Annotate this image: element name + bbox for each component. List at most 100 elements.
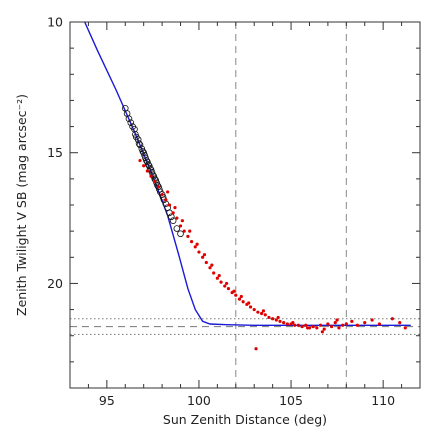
open-circle-point [135, 140, 143, 147]
open-circle-point [125, 115, 133, 123]
filled-dot-point [156, 185, 161, 189]
filled-dot-point [232, 289, 236, 293]
filled-dot-point [197, 250, 201, 254]
axis-ticks: 95 100 105 110 10 15 20 [47, 15, 421, 408]
filled-dot-point [142, 164, 146, 168]
y-tick-label: 20 [47, 276, 63, 291]
filled-dot-point [329, 324, 334, 329]
filled-dot-point [217, 273, 221, 278]
x-tick-label: 95 [99, 393, 115, 408]
open-circle-point [168, 213, 175, 221]
filled-dot-point [370, 318, 374, 322]
open-circle-point [173, 225, 181, 232]
open-circle-point [136, 141, 144, 149]
filled-dot-point [278, 319, 282, 323]
filled-dot-point [164, 198, 168, 202]
filled-dot-point [398, 321, 402, 325]
filled-dot-point [237, 297, 242, 301]
filled-dot-point [248, 305, 253, 309]
filled-dot-point [182, 229, 186, 233]
filled-dot-point [212, 271, 216, 275]
filled-dot-point [318, 323, 323, 327]
filled-dot-point [195, 242, 199, 246]
filled-dot-point [193, 245, 197, 249]
filled-dot-point [355, 323, 359, 327]
filled-dot-point [239, 294, 243, 299]
filled-dot-point [390, 317, 394, 321]
filled-dot-point [234, 293, 238, 297]
filled-dot-point [271, 317, 275, 321]
model-curve-line [84, 22, 411, 326]
plot-contents [70, 22, 420, 388]
open-circle-point [131, 125, 138, 133]
filled-dot-point [276, 315, 280, 320]
open-circle-point [139, 148, 147, 155]
plot-area [70, 22, 420, 388]
y-axis-label: Zenith Twilight V SB (mag arcsec⁻²) [14, 94, 29, 316]
filled-dot-point [254, 347, 258, 351]
filled-dot-point [291, 321, 295, 325]
filled-dot-point [138, 158, 142, 163]
filled-dot-point [175, 216, 179, 220]
filled-dot-point [311, 324, 315, 329]
open-circle-point [146, 165, 154, 172]
filled-dot-point [171, 211, 175, 215]
filled-dot-point [178, 224, 183, 228]
open-circle-point [154, 182, 161, 189]
filled-dot-point [322, 327, 326, 331]
filled-dot-point [350, 319, 354, 323]
x-tick-label: 110 [371, 393, 395, 408]
filled-dot-point [320, 330, 324, 334]
filled-dot-point [315, 326, 319, 330]
filled-dot-point [296, 323, 301, 327]
filled-dot-point [153, 179, 157, 184]
filled-dot-point [333, 321, 337, 325]
filled-dot-point [300, 324, 304, 329]
filled-dot-point [166, 190, 170, 194]
open-circle-point [149, 171, 157, 179]
filled-dot-point [210, 263, 214, 267]
open-circle-point [143, 157, 150, 164]
filled-dot-point [180, 219, 184, 223]
filled-dot-point [256, 310, 260, 314]
filled-dot-point [261, 309, 266, 313]
filled-dot-point [241, 300, 245, 304]
filled-dot-point [247, 301, 251, 305]
filled-dot-point [226, 287, 231, 291]
filled-dot-point [326, 322, 330, 326]
filled-dot-point [274, 318, 278, 322]
filled-dot-point [306, 326, 310, 330]
filled-dot-point [223, 284, 227, 288]
filled-dot-point [224, 281, 229, 286]
filled-dot-point [167, 203, 172, 207]
filled-dot-point [208, 266, 212, 270]
filled-dot-point [335, 318, 339, 322]
plot-frame [69, 21, 421, 389]
filled-dot-point [293, 323, 297, 327]
filled-dot-point [337, 326, 341, 330]
filled-dot-point [341, 323, 345, 327]
open-circle-point [144, 161, 152, 168]
filled-dot-point [267, 315, 271, 320]
filled-dot-point [252, 307, 256, 312]
filled-dot-point [189, 240, 194, 244]
open-circle-point [169, 217, 177, 224]
open-circle-point [177, 230, 184, 238]
filled-dot-point [363, 321, 367, 325]
filled-dot-point [204, 260, 208, 265]
filled-dot-point [149, 174, 153, 178]
y-tick-label: 15 [47, 145, 63, 160]
filled-dot-point [173, 206, 177, 210]
filled-dot-point [145, 169, 149, 173]
filled-dot-point [344, 322, 348, 326]
filled-dot-point [282, 321, 286, 325]
filled-dot-point [259, 311, 264, 316]
filled-dot-point [201, 255, 205, 259]
filled-dot-point [186, 234, 190, 238]
y-tick-label: 10 [47, 15, 63, 30]
filled-dot-point [219, 280, 223, 284]
filled-dot-point [202, 253, 207, 257]
x-tick-label: 105 [279, 393, 303, 408]
filled-dot-point [285, 322, 289, 326]
